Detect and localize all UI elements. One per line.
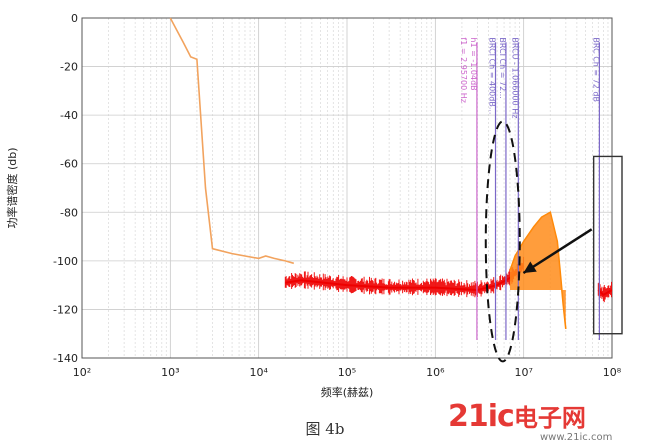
x-tick-label: 10³ [161, 366, 179, 379]
y-tick-label: -60 [60, 158, 78, 171]
y-tick-labels: 0 -20 -40 -60 -80 -100 -120 -140 [53, 12, 78, 365]
watermark-cn: 电子网 [513, 404, 586, 432]
x-tick-label: 10⁵ [338, 366, 356, 379]
arrow-shaft [522, 228, 593, 275]
plot-area [81, 17, 613, 359]
marker-label: BRC Ch = 72 dB [591, 37, 600, 102]
y-tick-label: -140 [53, 352, 78, 365]
y-tick-label: -100 [53, 255, 78, 268]
y-tick-label: -40 [60, 109, 78, 122]
y-tick-label: -80 [60, 206, 78, 219]
series-2-fill [510, 212, 566, 329]
series-3-line [597, 289, 613, 297]
marker-label: BRCI Ch = 72... [498, 37, 507, 98]
watermark-url: www.21ic.com [540, 432, 613, 443]
dashed-ellipse [484, 120, 521, 363]
marker-label: BRCU - 1.066000 Hz [510, 37, 519, 118]
x-tick-label: 10² [73, 366, 91, 379]
annotation-layer [484, 120, 623, 363]
watermark-logo: 21ic电子网 www.21ic.com [448, 398, 612, 443]
y-tick-label: -120 [53, 303, 78, 316]
x-tick-label: 10⁸ [603, 366, 622, 379]
watermark-main: 21ic [448, 399, 515, 434]
marker-label: BRCI Ch = 400dB... [488, 37, 497, 114]
series-layer [169, 17, 613, 329]
y-tick-label: -20 [60, 61, 78, 74]
arrow-head [523, 261, 537, 273]
series-0-line [169, 17, 295, 265]
marker-label: h1 = -1.04dB [469, 37, 478, 90]
x-axis-label: 频率(赫兹) [321, 385, 374, 399]
x-tick-label: 10⁶ [426, 366, 445, 379]
y-axis-label: 功率谱密度 (db) [5, 147, 19, 228]
x-tick-label: 10⁷ [514, 366, 532, 379]
grid [81, 17, 612, 359]
x-tick-label: 10⁴ [249, 366, 268, 379]
x-tick-labels: 10² 10³ 10⁴ 10⁵ 10⁶ 10⁷ 10⁸ [73, 366, 622, 379]
marker-label: f1 = 2.95700 Hz [459, 37, 468, 103]
figure-caption: 图 4b [305, 420, 345, 438]
y-tick-label: 0 [71, 12, 78, 25]
highlight-box [592, 155, 623, 335]
